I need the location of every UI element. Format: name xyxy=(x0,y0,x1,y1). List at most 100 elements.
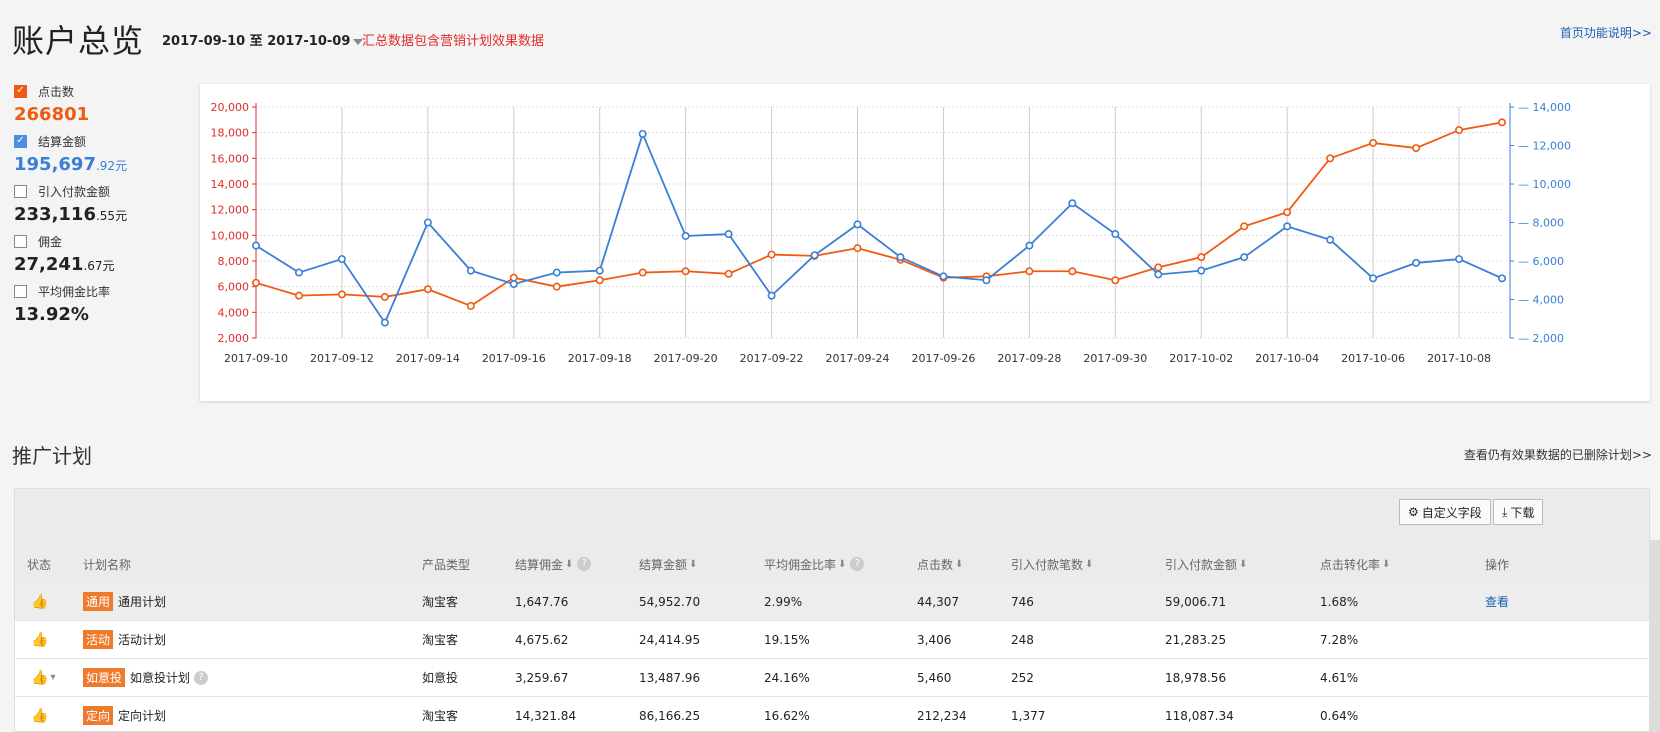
metric-toggle-pay-amount[interactable]: 引入付款金额 xyxy=(14,182,194,200)
cell-clicks: 3,406 xyxy=(917,632,952,647)
header-label: 平均佣金比率 xyxy=(764,557,837,572)
cell-clicks: 212,234 xyxy=(917,708,967,723)
date-end: 2017-10-09 xyxy=(267,34,351,49)
metric-pay-amount: 引入付款金额 233,116.55元 xyxy=(14,182,194,226)
date-range-picker[interactable]: 2017-09-10 至 2017-10-09 xyxy=(162,30,364,49)
cell-orders: 746 xyxy=(1011,594,1034,609)
help-icon[interactable]: ? xyxy=(850,557,865,571)
data-point xyxy=(337,290,346,299)
sort-down-icon[interactable]: ⬇ xyxy=(955,558,964,570)
sort-down-icon[interactable]: ⬇ xyxy=(689,558,698,570)
data-point xyxy=(380,318,389,327)
metric-label: 引入付款金额 xyxy=(38,184,111,199)
plan-name[interactable]: 定向 定向计划 xyxy=(83,697,166,732)
data-point xyxy=(681,267,690,276)
x-tick-label: 2017-10-08 xyxy=(1427,352,1491,365)
metric-value-decimal: .55元 xyxy=(95,209,128,223)
x-tick-label: 2017-09-14 xyxy=(396,352,460,365)
metric-toggle-avg-rate[interactable]: 平均佣金比率 xyxy=(14,282,194,300)
header-pay-amount[interactable]: 引入付款金额 ⬇ xyxy=(1165,545,1247,583)
data-point xyxy=(1111,276,1120,285)
metric-label: 平均佣金比率 xyxy=(38,284,111,299)
data-point xyxy=(1283,222,1292,231)
help-icon[interactable]: ? xyxy=(577,557,592,571)
metric-toggle-commission[interactable]: 佣金 xyxy=(14,232,194,250)
cell-amount: 24,414.95 xyxy=(639,632,701,647)
sort-down-icon[interactable]: ⬇ xyxy=(838,558,847,570)
cell-type: 淘宝客 xyxy=(422,709,459,723)
cell-pay-amount: 118,087.34 xyxy=(1165,708,1234,723)
header-clicks[interactable]: 点击数 ⬇ xyxy=(917,545,963,583)
header-amount[interactable]: 结算金额 ⬇ xyxy=(639,545,697,583)
metric-value: 266801 xyxy=(14,104,194,126)
checkbox-icon[interactable]: ✓ xyxy=(14,84,27,98)
cell-pay-amount: 18,978.56 xyxy=(1165,670,1227,685)
metric-value-main: 13.92% xyxy=(14,304,89,325)
metric-toggle-settlement[interactable]: ✓ 结算金额 xyxy=(14,132,194,150)
data-point xyxy=(423,218,432,227)
chevron-down-icon[interactable]: ▾ xyxy=(50,672,56,683)
header-orders[interactable]: 引入付款笔数 ⬇ xyxy=(1011,545,1093,583)
cell-orders: 1,377 xyxy=(1011,708,1046,723)
status-thumb-icon[interactable]: 👍 xyxy=(31,631,49,648)
checkbox-icon[interactable] xyxy=(14,234,27,248)
header-product-type: 产品类型 xyxy=(422,557,471,572)
gear-icon: ⚙ xyxy=(1408,505,1419,519)
help-icon[interactable]: ? xyxy=(194,670,209,685)
plan-name[interactable]: 如意投 如意投计划? xyxy=(83,659,209,696)
data-point xyxy=(1025,241,1034,250)
sort-down-icon[interactable]: ⬇ xyxy=(1239,558,1248,570)
scrollbar[interactable] xyxy=(1650,540,1660,732)
cell-commission: 14,321.84 xyxy=(515,708,577,723)
data-point xyxy=(380,292,389,301)
data-point xyxy=(294,291,303,300)
status-thumb-icon[interactable]: 👍 ▾ xyxy=(31,669,56,686)
metric-avg-commission-rate: 平均佣金比率 13.92% xyxy=(14,282,194,326)
table-row: 👍 ▾ 如意投 如意投计划? 如意投 3,259.67 13,487.96 24.1… xyxy=(15,659,1649,697)
header-plan-name: 计划名称 xyxy=(83,557,132,572)
sort-down-icon[interactable]: ⬇ xyxy=(1085,558,1094,570)
header-label: 点击数 xyxy=(917,557,954,572)
cell-rate: 2.99% xyxy=(764,594,803,609)
sort-down-icon[interactable]: ⬇ xyxy=(565,558,574,570)
data-point xyxy=(1412,144,1421,153)
plan-badge: 定向 xyxy=(83,706,114,725)
summary-note: 汇总数据包含营销计划效果数据 xyxy=(362,34,545,49)
plan-name[interactable]: 活动 活动计划 xyxy=(83,621,166,658)
metrics-panel: ✓ 点击数 266801 ✓ 结算金额 195,697.92元 引入付款金额 233… xyxy=(14,82,194,332)
y-right-tick-label: — 8,000 xyxy=(1518,217,1564,230)
status-thumb-icon[interactable]: 👍 xyxy=(31,593,49,610)
y-left-tick-label: 6,000 xyxy=(218,281,250,294)
header-cvr[interactable]: 点击转化率 ⬇ xyxy=(1320,545,1390,583)
checkbox-icon[interactable]: ✓ xyxy=(14,134,27,148)
data-point xyxy=(509,280,518,289)
deleted-plans-link[interactable]: 查看仍有效果数据的已删除计划>> xyxy=(1463,448,1652,462)
data-point xyxy=(1240,222,1249,231)
cell-clicks: 5,460 xyxy=(917,670,952,685)
y-right-tick-label: — 10,000 xyxy=(1518,178,1571,191)
plan-badge: 通用 xyxy=(83,592,114,611)
cell-type: 如意投 xyxy=(422,671,459,685)
data-point xyxy=(595,266,604,275)
checkbox-icon[interactable] xyxy=(14,184,27,198)
sort-down-icon[interactable]: ⬇ xyxy=(1382,558,1391,570)
y-right-tick-label: — 6,000 xyxy=(1518,255,1564,268)
date-start: 2017-09-10 xyxy=(162,34,246,49)
data-point xyxy=(1283,208,1292,217)
checkbox-icon[interactable] xyxy=(14,284,27,298)
plan-name[interactable]: 通用 通用计划 xyxy=(83,583,166,620)
custom-fields-button[interactable]: ⚙ 自定义字段 xyxy=(1399,499,1491,525)
data-point xyxy=(1326,235,1335,244)
chevron-down-icon[interactable] xyxy=(353,38,364,45)
view-link[interactable]: 查看 xyxy=(1485,595,1510,609)
cell-cvr: 7.28% xyxy=(1320,632,1359,647)
status-thumb-icon[interactable]: 👍 xyxy=(31,707,49,724)
download-button[interactable]: ⤓ 下载 xyxy=(1493,499,1544,525)
help-link[interactable]: 首页功能说明>> xyxy=(1559,26,1652,40)
metric-label: 佣金 xyxy=(38,234,63,249)
data-point xyxy=(552,268,561,277)
trend-chart-svg: 2,000 4,000 6,000 8,000 10,000 12,000 14,000 16… xyxy=(211,101,1572,365)
header-commission[interactable]: 结算佣金 ⬇? xyxy=(515,545,592,583)
header-avg-rate[interactable]: 平均佣金比率 ⬇? xyxy=(764,545,865,583)
metric-toggle-clicks[interactable]: ✓ 点击数 xyxy=(14,82,194,100)
